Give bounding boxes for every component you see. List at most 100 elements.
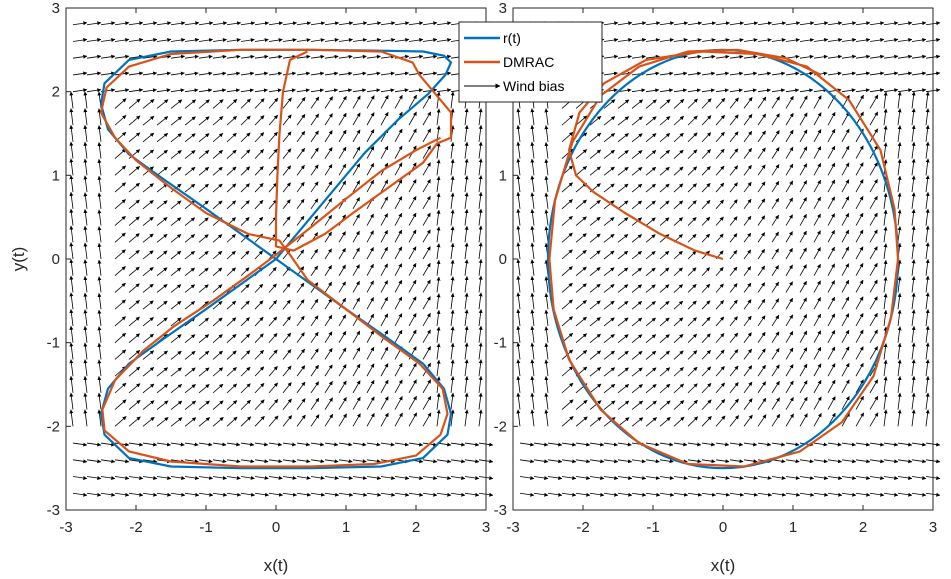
wind-arrow xyxy=(436,343,441,360)
wind-arrow xyxy=(883,359,888,377)
wind-arrow xyxy=(771,298,780,310)
wind-arrow xyxy=(869,212,878,226)
wind-arrow xyxy=(450,459,466,464)
wind-arrow xyxy=(659,317,670,327)
wind-arrow xyxy=(268,114,278,126)
wind-arrow xyxy=(436,21,452,26)
wind-arrow xyxy=(589,350,602,360)
wind-arrow xyxy=(911,375,916,393)
wind-arrow xyxy=(799,347,808,360)
wind-arrow xyxy=(673,300,684,310)
wind-arrow xyxy=(83,259,88,276)
wind-arrow xyxy=(729,492,745,497)
wind-arrow xyxy=(310,315,319,327)
wind-arrow xyxy=(198,442,213,447)
wind-arrow xyxy=(156,300,168,310)
wind-arrow xyxy=(83,175,88,193)
wind-arrow xyxy=(226,400,238,410)
wind-arrow xyxy=(785,475,800,480)
wind-arrow xyxy=(450,492,466,497)
wind-arrow xyxy=(240,132,251,143)
wind-arrow xyxy=(603,71,618,76)
wind-arrow xyxy=(561,316,573,327)
wind-arrow xyxy=(380,246,388,260)
wind-arrow xyxy=(170,166,182,176)
wind-arrow xyxy=(757,364,766,377)
wind-arrow xyxy=(226,71,241,76)
wind-arrow xyxy=(240,475,255,480)
wind-arrow xyxy=(799,180,808,193)
wind-arrow xyxy=(743,147,752,159)
wind-arrow xyxy=(184,21,200,26)
wind-arrow xyxy=(771,147,780,159)
wind-arrow xyxy=(198,54,213,59)
wind-arrow xyxy=(701,416,712,427)
wind-arrow xyxy=(170,200,182,210)
wind-arrow xyxy=(436,459,452,464)
wind-arrow xyxy=(925,191,930,209)
wind-arrow xyxy=(464,442,480,447)
wind-arrow xyxy=(631,250,642,260)
wind-arrow xyxy=(687,284,697,293)
wind-arrow xyxy=(436,326,441,343)
wind-arrow xyxy=(324,71,339,76)
wind-arrow xyxy=(254,283,264,293)
wind-arrow xyxy=(827,296,836,310)
wind-arrow xyxy=(855,346,864,360)
wind-arrow xyxy=(715,399,726,410)
wind-arrow xyxy=(408,37,424,42)
wind-arrow xyxy=(408,279,417,293)
wind-arrow xyxy=(464,375,469,393)
wind-arrow xyxy=(701,366,712,377)
wind-arrow xyxy=(408,71,424,76)
wind-arrow xyxy=(422,296,431,310)
wind-arrow xyxy=(170,88,185,93)
wind-arrow xyxy=(855,263,864,276)
wind-arrow xyxy=(69,292,74,310)
wind-arrow xyxy=(86,492,102,497)
wind-arrow xyxy=(925,325,930,343)
wind-arrow xyxy=(645,250,656,260)
wind-arrow xyxy=(659,442,674,447)
wind-arrow xyxy=(226,166,237,176)
wind-arrow xyxy=(310,397,320,410)
wind-arrow xyxy=(156,166,168,176)
wind-arrow xyxy=(729,199,738,210)
wind-arrow xyxy=(687,350,698,360)
wind-arrow xyxy=(408,329,417,343)
wind-arrow xyxy=(799,396,808,410)
wind-arrow xyxy=(394,196,403,209)
wind-arrow xyxy=(659,217,670,226)
wind-arrow xyxy=(212,99,224,109)
wind-arrow xyxy=(366,112,375,126)
wind-arrow xyxy=(869,195,878,210)
wind-arrow xyxy=(338,297,346,310)
wind-arrow xyxy=(516,141,521,159)
wind-arrow xyxy=(380,346,389,360)
x-axis-label: x(t) xyxy=(711,556,736,575)
wind-arrow xyxy=(869,442,885,447)
y-tick-label: 3 xyxy=(499,0,507,17)
wind-arrow xyxy=(771,281,780,293)
wind-arrow xyxy=(544,276,549,293)
wind-arrow xyxy=(841,492,857,497)
wind-arrow xyxy=(925,158,930,176)
wind-arrow xyxy=(450,375,455,393)
wind-arrow xyxy=(757,88,771,93)
wind-arrow xyxy=(170,150,182,159)
wind-arrow xyxy=(925,124,930,142)
wind-arrow xyxy=(268,165,278,176)
wind-arrow xyxy=(450,192,455,209)
x-tick-label: 2 xyxy=(859,519,867,536)
wind-arrow xyxy=(83,192,88,209)
wind-arrow xyxy=(184,183,196,193)
wind-arrow xyxy=(268,54,283,59)
wind-arrow xyxy=(645,476,661,480)
wind-arrow xyxy=(184,38,200,42)
wind-arrow xyxy=(142,333,154,343)
wind-arrow xyxy=(478,124,483,142)
wind-arrow xyxy=(631,183,643,193)
wind-arrow xyxy=(198,133,210,143)
wind-arrow xyxy=(324,314,333,327)
